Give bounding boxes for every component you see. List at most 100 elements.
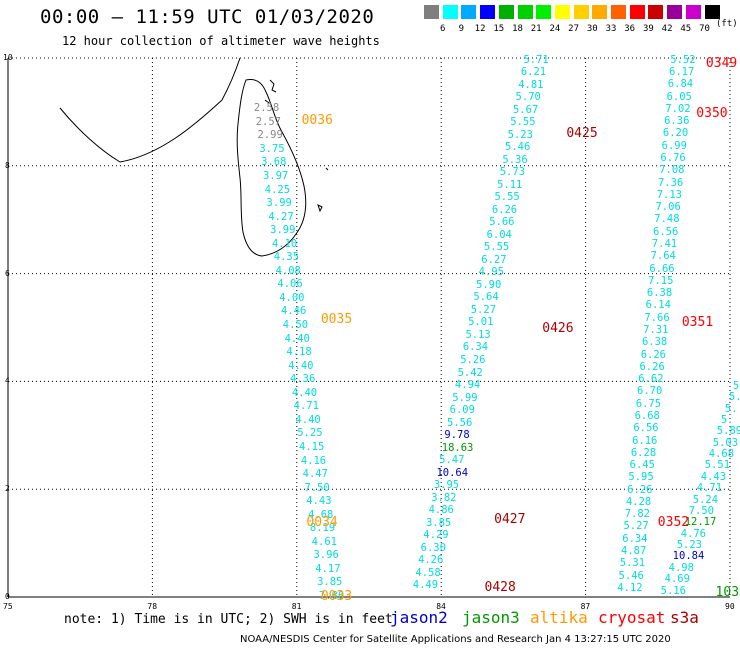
page-title: 00:00 – 11:59 UTC 01/03/2020 bbox=[40, 6, 375, 28]
legend-swatch bbox=[498, 5, 514, 19]
legend-label: 12 bbox=[474, 24, 486, 34]
wave-height-value: 5.90 bbox=[476, 278, 502, 291]
wave-height-value: 6.09 bbox=[449, 404, 475, 417]
x-tick-label: 84 bbox=[436, 602, 446, 611]
wave-height-value: 7.31 bbox=[643, 323, 669, 336]
wave-height-value: 4.68 bbox=[308, 508, 334, 521]
wave-height-value: 3.82 bbox=[431, 491, 457, 504]
wave-height-value: 4.40 bbox=[295, 413, 321, 426]
legend-label: 24 bbox=[549, 24, 561, 34]
wave-height-value: 10.84 bbox=[672, 550, 705, 563]
legend-label: 6 bbox=[439, 24, 446, 34]
wave-height-value: 5. bbox=[724, 402, 738, 415]
wave-height-value: 6.30 bbox=[420, 541, 446, 554]
wave-height-value: 4.17 bbox=[315, 562, 341, 575]
wave-height-value: 7.02 bbox=[665, 102, 691, 115]
y-tick-label: 10 bbox=[3, 53, 13, 62]
wave-height-value: 4.36 bbox=[290, 373, 316, 386]
legend-swatch bbox=[648, 5, 664, 19]
wave-height-value: 7.36 bbox=[657, 176, 684, 189]
credit-footer: NOAA/NESDIS Center for Satellite Applica… bbox=[240, 634, 671, 645]
wave-height-value: 5.23 bbox=[507, 128, 533, 141]
satellite-name: cryosat bbox=[598, 608, 666, 627]
wave-height-value: 4.49 bbox=[412, 579, 439, 592]
wave-height-value: 4.27 bbox=[268, 210, 294, 223]
wave-height-value: 6.21 bbox=[520, 66, 547, 79]
wave-height-value: 4.94 bbox=[454, 379, 481, 392]
wave-height-value: 5. bbox=[720, 413, 734, 426]
wave-height-value: 7.50 bbox=[688, 504, 715, 517]
wave-height-value: 4.06 bbox=[277, 278, 303, 291]
wave-height-value: 4.28 bbox=[625, 495, 652, 508]
satellite-name: jason3 bbox=[462, 608, 520, 627]
wave-height-value: 3.85 bbox=[317, 576, 343, 589]
pass-time-label: 0349 bbox=[705, 56, 738, 72]
wave-height-value: 5.56 bbox=[447, 416, 473, 429]
wave-height-value: 4.12 bbox=[617, 581, 643, 594]
wave-height-value: 4.87 bbox=[621, 545, 647, 558]
wave-height-value: 4.76 bbox=[680, 527, 706, 540]
wave-height-value: 5.23 bbox=[676, 539, 702, 552]
wave-height-value: 4.18 bbox=[286, 346, 312, 359]
wave-height-value: 4.47 bbox=[302, 468, 328, 481]
x-tick-label: 90 bbox=[725, 602, 735, 611]
legend-label: 30 bbox=[586, 24, 598, 34]
sri-lanka-coastline bbox=[236, 79, 307, 257]
x-tick-label: 81 bbox=[291, 602, 302, 611]
wave-height-value: 5.11 bbox=[497, 178, 523, 191]
wave-height-value: 7.13 bbox=[656, 188, 683, 201]
wave-height-value: 3.95 bbox=[433, 479, 460, 492]
wave-height-value: 7.06 bbox=[655, 201, 681, 214]
india-coastline bbox=[59, 57, 241, 163]
legend-swatch bbox=[667, 5, 683, 19]
satellite-name: s3a bbox=[670, 608, 699, 627]
wave-height-value: 4.15 bbox=[299, 440, 325, 453]
pass-time-label: 0351 bbox=[681, 315, 714, 331]
wave-height-value: 6.16 bbox=[632, 434, 658, 447]
wave-height-value: 5.16 bbox=[660, 584, 686, 597]
wave-height-value: 4.08 bbox=[275, 264, 301, 277]
wave-height-value: 5.52 bbox=[670, 53, 696, 66]
wave-height-value: 6.84 bbox=[667, 78, 694, 91]
wave-height-value: 4.16 bbox=[300, 454, 327, 467]
legend-swatch bbox=[611, 5, 626, 19]
wave-height-value: 4.46 bbox=[280, 305, 307, 318]
legend-label: 18 bbox=[512, 24, 523, 34]
wave-height-value: 6.38 bbox=[641, 336, 668, 349]
map-grid bbox=[7, 57, 731, 598]
wave-height-value: 5.01 bbox=[468, 316, 494, 329]
wave-height-value: 5.99 bbox=[452, 391, 478, 404]
legend-label: 36 bbox=[624, 24, 636, 34]
wave-height-value: 6.28 bbox=[630, 446, 657, 459]
wave-height-value: 6.62 bbox=[638, 373, 664, 386]
wave-height-value: 6.05 bbox=[666, 90, 692, 103]
wave-height-value: 7.15 bbox=[648, 274, 674, 287]
legend-label: 15 bbox=[493, 24, 505, 34]
wave-height-value: 4.40 bbox=[284, 332, 310, 345]
wave-height-value: 4.43 bbox=[306, 495, 332, 508]
wave-height-value: 6.26 bbox=[640, 348, 667, 361]
wave-height-value: 4.25 bbox=[264, 183, 291, 196]
wave-height-value: 5.89 bbox=[716, 425, 740, 438]
wave-height-value: 10.64 bbox=[436, 466, 469, 479]
wave-height-value: 4.95 bbox=[478, 266, 504, 279]
wave-height-value: 7.64 bbox=[650, 250, 676, 263]
wave-height-value: 5.73 bbox=[499, 166, 526, 179]
y-tick-label: 2 bbox=[5, 484, 10, 494]
y-tick-label: 8 bbox=[5, 160, 10, 170]
pass-time-label: 0428 bbox=[484, 580, 516, 596]
wave-height-value: 6.17 bbox=[669, 65, 695, 78]
wave-height-value: 6.56 bbox=[633, 422, 659, 435]
wave-height-value: 18.63 bbox=[441, 441, 474, 454]
wave-height-value: 5.55 bbox=[494, 191, 520, 204]
pass-time-label: 0034 bbox=[306, 514, 338, 530]
wave-height-value: 6.45 bbox=[629, 459, 655, 472]
wave-height-value: 5.95 bbox=[628, 471, 654, 484]
wave-height-value: 5.71 bbox=[523, 53, 549, 66]
wave-height-value: 6.26 bbox=[627, 483, 653, 496]
y-tick-label: 4 bbox=[5, 376, 10, 386]
wave-height-value: 6.76 bbox=[660, 151, 686, 164]
wave-height-value: 5.27 bbox=[470, 303, 497, 316]
wave-height-value: 6.70 bbox=[637, 385, 663, 398]
